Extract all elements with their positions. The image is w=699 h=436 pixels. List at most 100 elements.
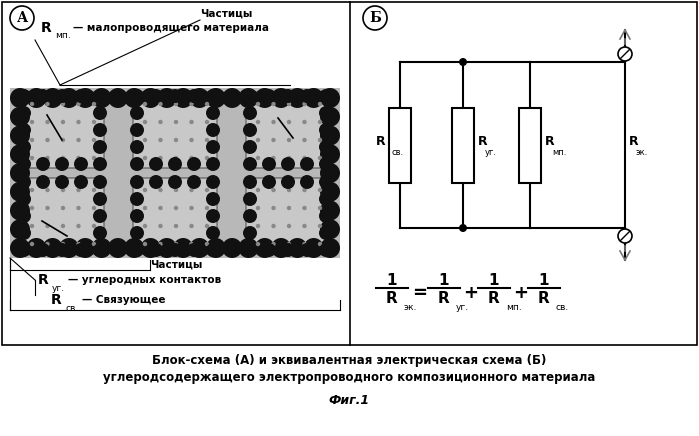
Circle shape	[271, 156, 275, 160]
Circle shape	[143, 120, 147, 124]
Circle shape	[243, 209, 257, 223]
Circle shape	[189, 238, 210, 258]
Circle shape	[300, 89, 314, 103]
Circle shape	[281, 157, 295, 171]
FancyBboxPatch shape	[133, 178, 217, 254]
Circle shape	[45, 156, 50, 160]
Text: Б: Б	[369, 11, 381, 25]
Circle shape	[30, 102, 34, 106]
Circle shape	[92, 138, 96, 142]
Circle shape	[256, 102, 260, 106]
Circle shape	[130, 192, 144, 206]
Circle shape	[92, 156, 96, 160]
Circle shape	[93, 140, 107, 154]
Circle shape	[300, 157, 314, 171]
Circle shape	[158, 138, 163, 142]
Circle shape	[143, 188, 147, 192]
Circle shape	[75, 88, 95, 108]
Circle shape	[319, 209, 333, 223]
Text: 1: 1	[489, 272, 499, 287]
Circle shape	[271, 102, 275, 106]
Circle shape	[205, 156, 209, 160]
Circle shape	[189, 224, 194, 228]
Circle shape	[168, 243, 182, 257]
Circle shape	[281, 175, 295, 189]
Circle shape	[10, 107, 30, 127]
Circle shape	[271, 88, 291, 108]
Circle shape	[302, 156, 307, 160]
Circle shape	[271, 138, 275, 142]
Circle shape	[302, 242, 307, 246]
Circle shape	[320, 88, 340, 108]
Circle shape	[76, 206, 80, 210]
Circle shape	[189, 138, 194, 142]
Text: =: =	[412, 284, 428, 302]
Bar	[389, 108, 411, 183]
Circle shape	[318, 138, 322, 142]
Circle shape	[262, 243, 276, 257]
Circle shape	[75, 238, 95, 258]
Circle shape	[318, 188, 322, 192]
Circle shape	[55, 157, 69, 171]
FancyBboxPatch shape	[20, 92, 104, 168]
Circle shape	[17, 140, 31, 154]
Circle shape	[30, 188, 34, 192]
Circle shape	[130, 226, 144, 240]
Text: $\mathbf{R}$: $\mathbf{R}$	[37, 273, 50, 287]
Circle shape	[271, 206, 275, 210]
Circle shape	[108, 238, 128, 258]
Circle shape	[93, 157, 107, 171]
Text: св.: св.	[65, 303, 78, 313]
Circle shape	[271, 242, 275, 246]
Circle shape	[130, 157, 144, 171]
Text: $\mathbf{R}$: $\mathbf{R}$	[375, 134, 386, 147]
Circle shape	[319, 175, 333, 189]
Circle shape	[205, 188, 209, 192]
Circle shape	[168, 157, 182, 171]
Circle shape	[74, 157, 88, 171]
Circle shape	[287, 188, 291, 192]
Circle shape	[206, 123, 220, 137]
Circle shape	[206, 140, 220, 154]
Circle shape	[243, 123, 257, 137]
Circle shape	[206, 89, 220, 103]
Circle shape	[93, 243, 107, 257]
Circle shape	[17, 106, 31, 120]
Circle shape	[319, 140, 333, 154]
Circle shape	[302, 206, 307, 210]
Circle shape	[256, 224, 260, 228]
Circle shape	[287, 138, 291, 142]
Circle shape	[10, 238, 30, 258]
Circle shape	[256, 138, 260, 142]
Circle shape	[281, 243, 295, 257]
Circle shape	[318, 242, 322, 246]
Circle shape	[149, 243, 163, 257]
Circle shape	[618, 47, 632, 61]
Circle shape	[206, 243, 220, 257]
Circle shape	[10, 126, 30, 146]
Circle shape	[74, 243, 88, 257]
Circle shape	[158, 242, 163, 246]
Circle shape	[287, 238, 308, 258]
Circle shape	[319, 106, 333, 120]
Text: $\mathbf{R}$: $\mathbf{R}$	[487, 290, 500, 306]
Circle shape	[143, 206, 147, 210]
Circle shape	[319, 243, 333, 257]
Circle shape	[74, 89, 88, 103]
Circle shape	[76, 120, 80, 124]
Circle shape	[271, 188, 275, 192]
Circle shape	[30, 224, 34, 228]
Circle shape	[158, 102, 163, 106]
Circle shape	[17, 192, 31, 206]
Bar	[452, 108, 474, 183]
Circle shape	[271, 238, 291, 258]
Circle shape	[256, 156, 260, 160]
Circle shape	[93, 89, 107, 103]
Text: 1: 1	[439, 272, 449, 287]
Circle shape	[173, 88, 193, 108]
Circle shape	[30, 206, 34, 210]
Circle shape	[92, 242, 96, 246]
Circle shape	[206, 192, 220, 206]
Circle shape	[287, 156, 291, 160]
Circle shape	[17, 226, 31, 240]
